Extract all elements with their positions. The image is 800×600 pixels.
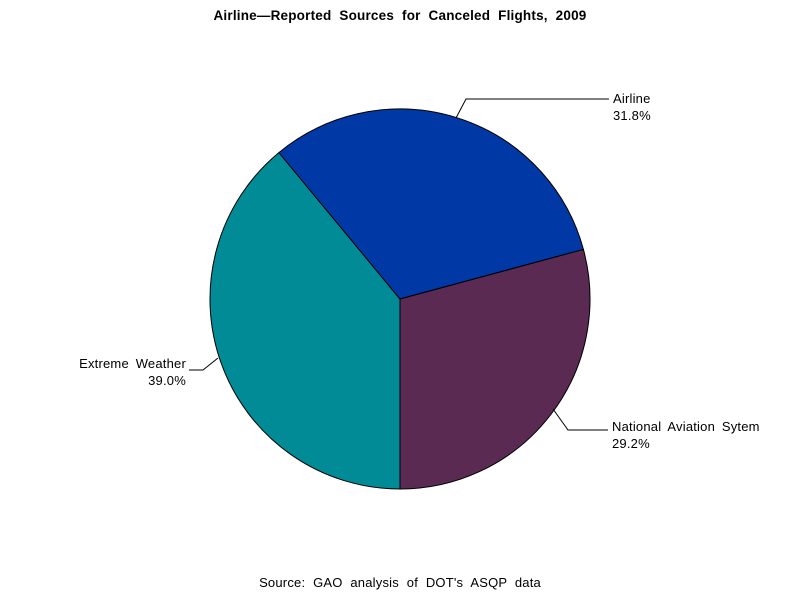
leader-line-national-aviation-sytem: [552, 408, 608, 431]
pie-slice-national-aviation-sytem: [399, 248, 591, 490]
pie-slice-airline: [278, 108, 585, 300]
label-extreme-weather-pct: 39.0%: [148, 373, 186, 388]
label-airline-pct: 31.8%: [613, 108, 651, 123]
label-national-aviation-sytem-pct: 29.2%: [612, 436, 650, 451]
chart-title: Airline—Reported Sources for Canceled Fl…: [213, 8, 587, 23]
leader-line-extreme-weather: [189, 357, 219, 371]
source-note: Source: GAO analysis of DOT's ASQP data: [259, 575, 541, 590]
label-national-aviation-sytem: National Aviation Sytem: [612, 419, 760, 434]
leader-line-airline: [455, 98, 609, 119]
pie-slices: [209, 108, 591, 490]
leader-lines: [189, 98, 609, 431]
slice-labels: Airline 31.8% National Aviation Sytem 29…: [79, 91, 760, 451]
label-airline: Airline: [613, 91, 651, 106]
pie-slice-extreme-weather: [209, 151, 401, 490]
label-extreme-weather: Extreme Weather: [79, 356, 186, 371]
